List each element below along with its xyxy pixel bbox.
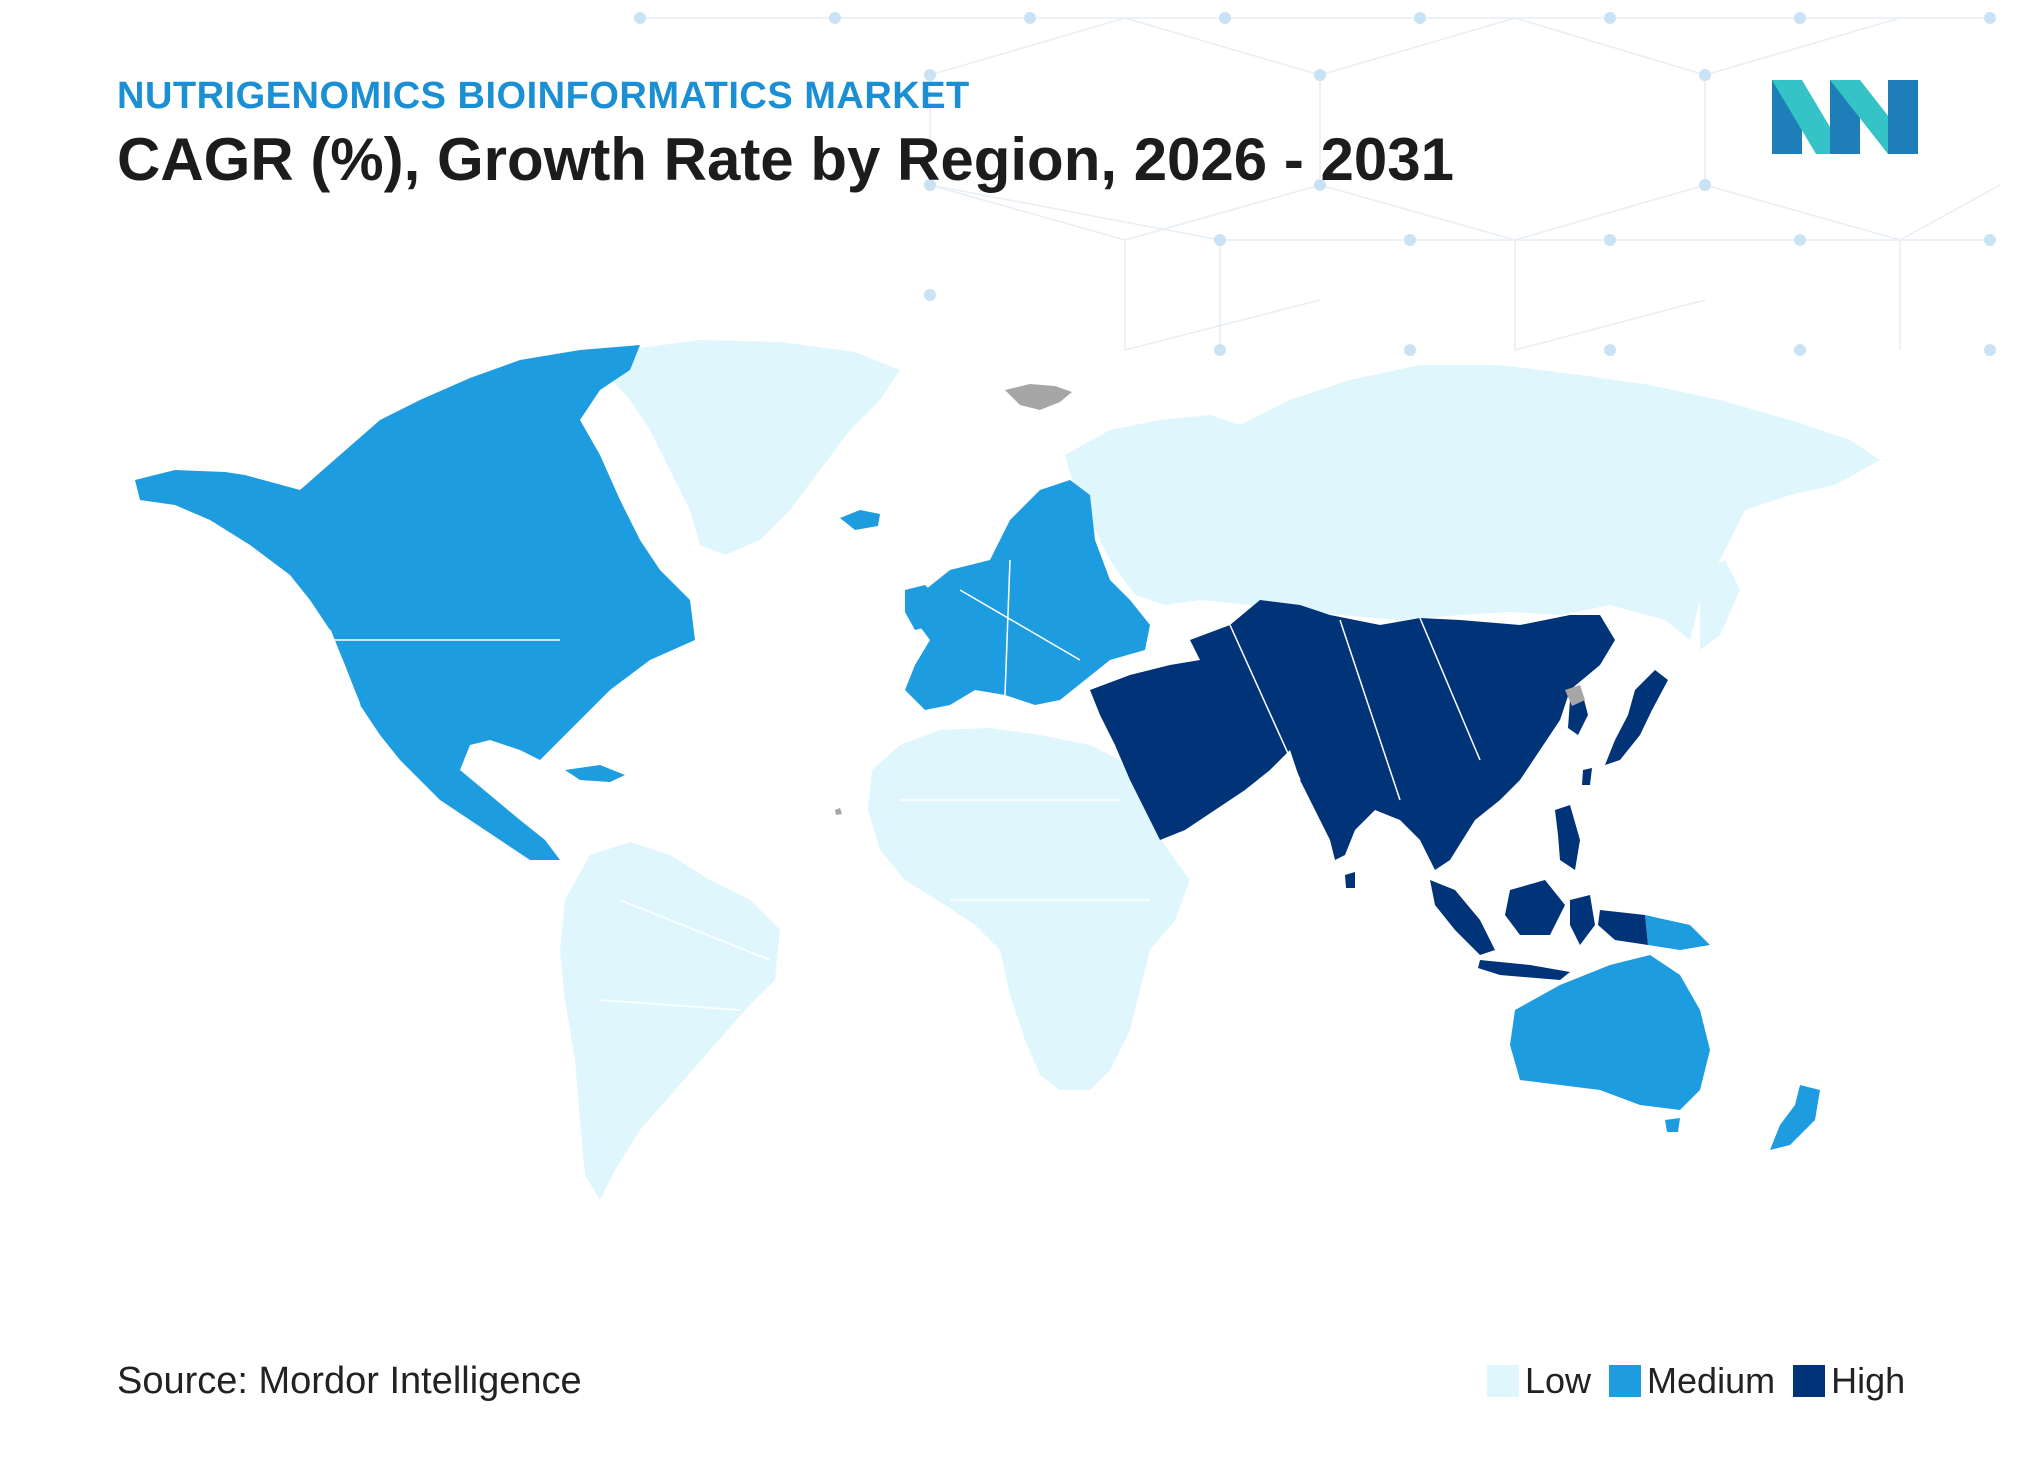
legend-swatch-low bbox=[1487, 1365, 1519, 1397]
region-iceland bbox=[840, 510, 880, 530]
logo-right-bar bbox=[1888, 80, 1918, 154]
legend-item-medium: Medium bbox=[1609, 1357, 1775, 1405]
region-uk-ireland bbox=[905, 585, 940, 630]
logo-left-diagonal bbox=[1772, 80, 1846, 154]
region-sri-lanka bbox=[1345, 872, 1355, 888]
legend-item-high: High bbox=[1793, 1357, 1905, 1405]
map-legend: Low Medium High bbox=[1487, 1357, 1905, 1405]
region-greenland bbox=[598, 340, 900, 555]
region-tasmania bbox=[1665, 1118, 1680, 1132]
high-region-shapes bbox=[1090, 600, 1668, 980]
legend-label-high: High bbox=[1831, 1360, 1906, 1401]
region-svalbard bbox=[1005, 384, 1072, 410]
chart-title: CAGR (%), Growth Rate by Region, 2026 - … bbox=[117, 126, 1454, 193]
region-west-new-guinea bbox=[1598, 910, 1648, 945]
region-africa bbox=[868, 728, 1190, 1090]
region-taiwan bbox=[1582, 768, 1592, 785]
legend-label-low: Low bbox=[1525, 1360, 1592, 1401]
country-borders bbox=[240, 559, 1481, 1011]
header: NUTRIGENOMICS BIOINFORMATICS MARKET CAGR… bbox=[117, 72, 1454, 198]
legend-label-medium: Medium bbox=[1647, 1360, 1776, 1401]
region-north-korea bbox=[1565, 685, 1585, 706]
region-europe bbox=[905, 480, 1150, 710]
region-asia-middle-east bbox=[1090, 600, 1615, 870]
region-japan bbox=[1605, 670, 1668, 765]
region-papua-new-guinea bbox=[1645, 915, 1710, 950]
mordor-intelligence-logo bbox=[1772, 80, 1918, 154]
region-north-america bbox=[135, 345, 695, 860]
region-sulawesi bbox=[1570, 895, 1595, 945]
region-caribbean bbox=[565, 765, 625, 782]
region-russia bbox=[1065, 365, 1880, 640]
region-kamchatka bbox=[1700, 560, 1740, 650]
region-new-zealand bbox=[1770, 1085, 1820, 1150]
region-java bbox=[1478, 960, 1570, 980]
legend-swatch-medium bbox=[1609, 1365, 1642, 1397]
no-data-region-shapes bbox=[835, 384, 1585, 815]
region-south-america bbox=[560, 842, 780, 1200]
region-philippines bbox=[1555, 805, 1580, 870]
region-australia bbox=[1510, 955, 1710, 1110]
source-caption: Source: Mordor Intelligence bbox=[117, 1360, 582, 1402]
medium-region-shapes bbox=[135, 345, 1820, 1150]
legend-item-low: Low bbox=[1487, 1357, 1591, 1405]
low-region-shapes bbox=[560, 340, 1880, 1200]
region-borneo bbox=[1505, 880, 1565, 935]
region-small-islands bbox=[835, 808, 842, 815]
report-subtitle: NUTRIGENOMICS BIOINFORMATICS MARKET bbox=[117, 75, 970, 117]
region-sumatra bbox=[1430, 880, 1495, 955]
legend-swatch-high bbox=[1793, 1365, 1826, 1397]
